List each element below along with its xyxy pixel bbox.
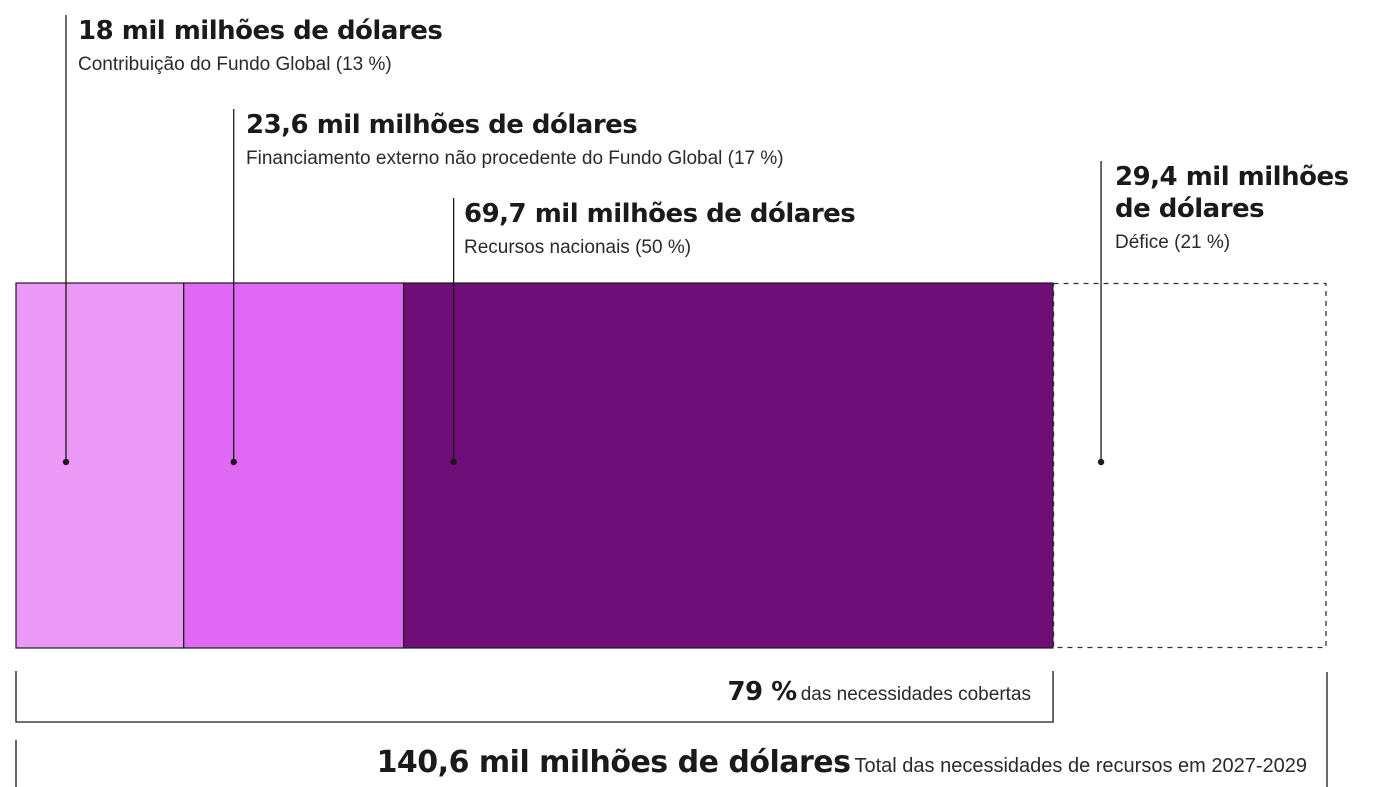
bar-segment-external-financing <box>183 282 405 649</box>
total-needs-label: 140,6 mil milhões de dólares Total das ne… <box>377 745 1307 780</box>
bar-segment-deficit <box>1052 282 1327 649</box>
label-domestic-resources: 69,7 mil milhões de dólares Recursos nac… <box>464 198 856 260</box>
covered-text: das necessidades cobertas <box>800 684 1031 705</box>
description-external-financing: Financiamento externo não procedente do … <box>246 148 784 169</box>
amount-global-fund: 18 mil milhões de dólares <box>78 16 443 46</box>
leader-dot-deficit <box>1097 458 1105 466</box>
covered-bracket <box>15 671 1054 723</box>
amount-deficit: 29,4 mil milhões de dólares <box>1115 162 1349 224</box>
description-domestic-resources: Recursos nacionais (50 %) <box>464 237 692 258</box>
total-description: Total das necessidades de recursos em 20… <box>854 755 1308 777</box>
label-global-fund: 18 mil milhões de dólares Contribuição d… <box>78 15 443 77</box>
covered-percentage: 79 % <box>727 677 797 707</box>
amount-domestic-resources: 69,7 mil milhões de dólares <box>464 199 856 229</box>
description-deficit: Défice (21 %) <box>1115 232 1231 253</box>
leader-dot-external-financing <box>230 458 237 466</box>
label-deficit: 29,4 mil milhões de dólares Défice (21 %… <box>1115 161 1373 255</box>
amount-external-financing: 23,6 mil milhões de dólares <box>246 110 638 140</box>
bar-segment-domestic-resources <box>403 282 1054 649</box>
total-amount: 140,6 mil milhões de dólares <box>376 745 851 780</box>
bar-segment-global-fund <box>15 282 185 649</box>
covered-needs-label: 79 % das necessidades cobertas <box>727 677 1031 707</box>
label-external-financing: 23,6 mil milhões de dólares Financiament… <box>246 109 784 171</box>
description-global-fund: Contribuição do Fundo Global (13 %) <box>78 54 392 75</box>
leader-dot-domestic-resources <box>450 458 457 466</box>
leader-dot-global-fund <box>62 458 70 466</box>
